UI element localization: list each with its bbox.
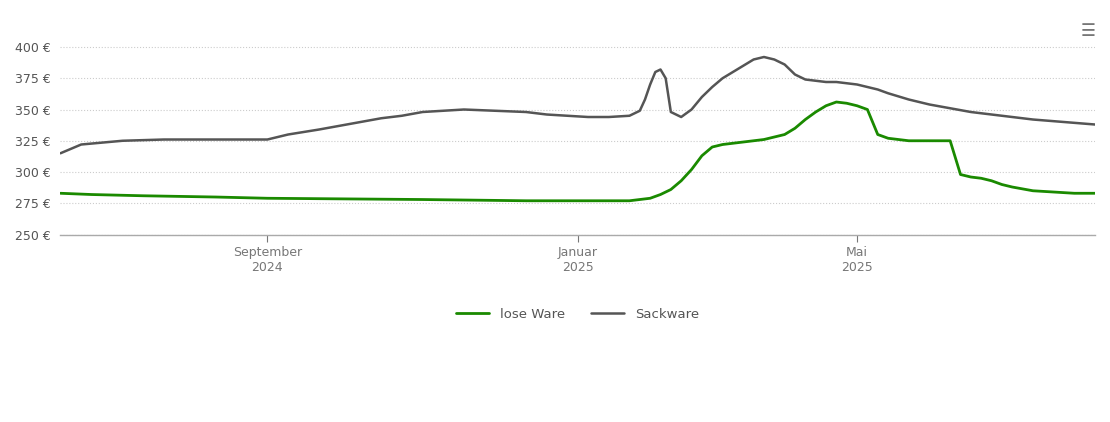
lose Ware (519, 198, 533, 203)
Text: ☰: ☰ (1080, 22, 1094, 41)
Legend: lose Ware, Sackware: lose Ware, Sackware (450, 301, 706, 327)
Sackware (436, 108, 450, 113)
Sackware (757, 54, 770, 60)
Sackware (737, 63, 750, 68)
Sackware (333, 123, 346, 128)
Sackware (488, 108, 502, 113)
lose Ware (633, 197, 646, 202)
Sackware (1088, 122, 1101, 127)
Sackware (541, 112, 554, 117)
lose Ware (1068, 191, 1081, 196)
lose Ware (53, 191, 67, 196)
lose Ware (706, 144, 719, 149)
lose Ware (602, 198, 615, 203)
lose Ware (1088, 191, 1101, 196)
lose Ware (1006, 184, 1019, 189)
Line: Sackware: Sackware (60, 57, 1094, 153)
lose Ware (561, 198, 574, 203)
Sackware (561, 113, 574, 118)
Line: lose Ware: lose Ware (60, 102, 1094, 201)
Sackware (53, 151, 67, 156)
lose Ware (829, 100, 842, 105)
